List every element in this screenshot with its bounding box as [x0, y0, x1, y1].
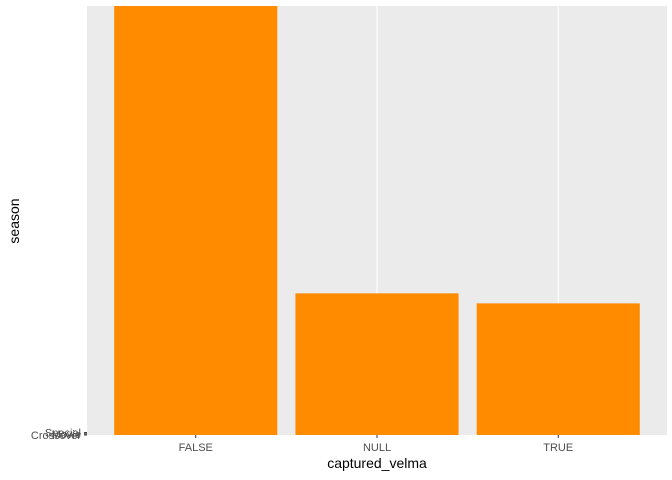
bar-null	[295, 293, 459, 435]
y-tick-label-special: Special	[45, 428, 81, 440]
x-tick-label-null: NULL	[363, 442, 391, 454]
bar-false	[114, 6, 278, 435]
bar-true	[476, 303, 640, 435]
x-tick-label-true: TRUE	[543, 442, 573, 454]
x-axis-title: captured_velma	[327, 455, 427, 471]
y-axis-title: season	[6, 198, 22, 243]
y-tick-label-movie: Movie	[52, 429, 81, 441]
bars	[114, 6, 640, 435]
y-tick-label-crossover: Crossover	[31, 430, 81, 442]
x-axis: FALSE NULL TRUE	[179, 435, 573, 454]
x-tick-label-false: FALSE	[179, 442, 213, 454]
